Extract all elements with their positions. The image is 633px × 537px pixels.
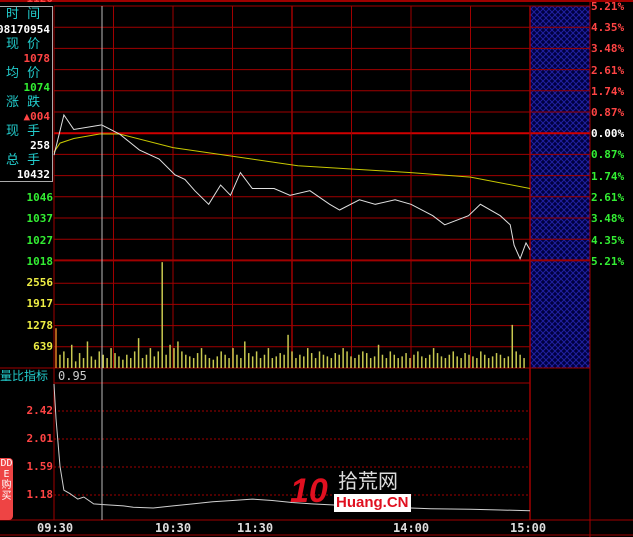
indicator-axis-label: 1.18 [26,488,54,501]
time-axis-label: 10:30 [155,521,192,535]
indicator-axis-label: 1.59 [26,460,54,473]
pct-axis-zero: 0.00% [591,127,625,140]
price-axis-label: 1037 [26,212,54,225]
total-volume-value: 10432 [16,168,50,181]
price-value: 1078 [23,52,51,65]
time-axis-label: 15:00 [510,521,547,535]
volume-axis-label: 1278 [26,319,54,332]
time-axis-label: 09:30 [37,521,74,535]
avg-price-line [53,133,531,189]
dde-side-tab[interactable]: DDE购买 [0,458,13,520]
quote-info-panel: 时 间 08170954 现 价 1078 均 价 1074 涨 跌 ▲004 … [0,6,53,182]
pct-axis-label: 0.87% [591,148,625,161]
indicator-title[interactable]: 量比指标 [0,369,49,383]
pct-axis-label: 3.48% [591,212,625,225]
indicator-value: 0.95 [58,369,87,383]
indicator-axis-label: 2.42 [26,404,54,417]
time-axis-label: 14:00 [393,521,430,535]
price-axis-label: 1018 [26,255,54,268]
pct-axis-label: 2.61% [591,191,625,204]
change-value: ▲004 [23,110,51,123]
logo-domain: Huang.CN [334,494,411,512]
price-label: 现 价 [6,37,43,52]
pct-axis-label: 2.61% [591,64,625,77]
pct-axis-label: 4.35% [591,234,625,247]
time-label: 时 间 [6,7,43,22]
pct-axis-label: 1.74% [591,85,625,98]
logo-number: 10 [290,472,328,510]
logo-brand: 拾荒网 [338,469,398,493]
after-hours-area [530,6,590,368]
price-axis-label: 1027 [26,234,54,247]
total-volume-label: 总 手 [6,153,43,168]
time-axis-label: 11:30 [237,521,274,535]
price-axis-label: 1046 [26,191,54,204]
avg-value: 1074 [23,81,51,94]
current-volume-value: 258 [30,139,50,152]
pct-axis-label: 0.87% [591,106,625,119]
pct-axis-label: 3.48% [591,42,625,55]
price-line [53,113,531,261]
volume-axis-label: 1917 [26,297,54,310]
pct-axis-label: 5.21% [591,255,625,268]
volume-axis-label: 2556 [26,276,54,289]
avg-label: 均 价 [6,66,43,81]
pct-axis-label: 1.74% [591,170,625,183]
pct-axis-label: 5.21% [591,0,625,13]
change-label: 涨 跌 [6,95,43,110]
indicator-axis-label: 2.01 [26,432,54,445]
volume-axis-label: 639 [33,340,53,353]
current-volume-label: 现 手 [6,124,43,139]
time-value: 08170954 [0,23,50,36]
watermark-logo: 10 拾荒网 Huang.CN [290,470,420,516]
pct-axis-label: 4.35% [591,21,625,34]
top-price-label: 1120 [1,0,54,5]
